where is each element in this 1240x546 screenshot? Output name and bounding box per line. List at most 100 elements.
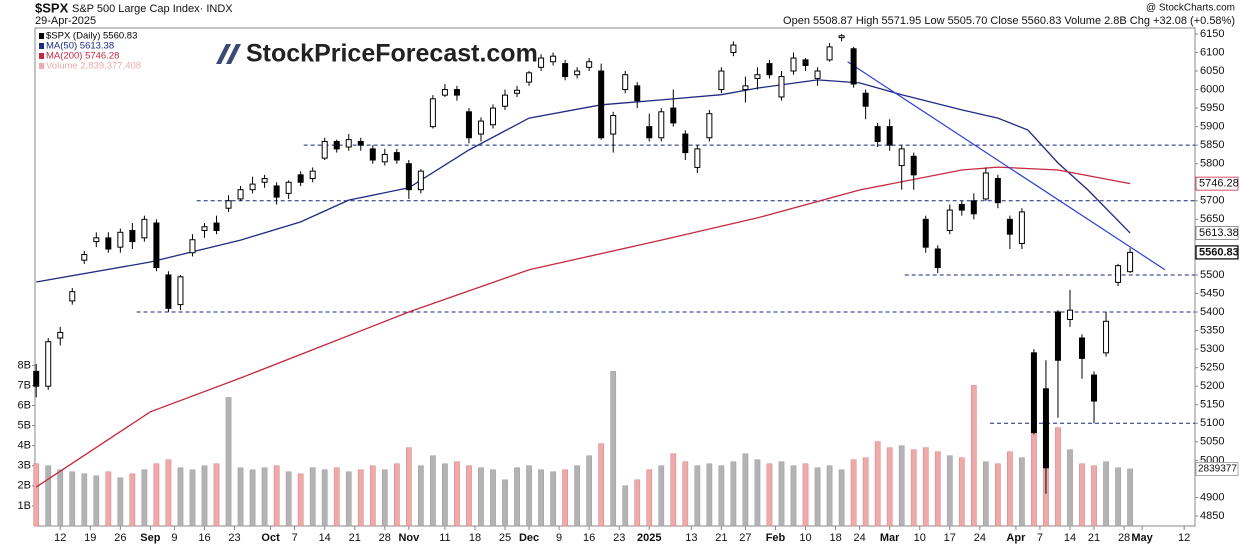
candle-body <box>922 218 929 248</box>
candle-body <box>706 113 713 139</box>
candle-body <box>213 222 220 231</box>
volume-bar <box>369 465 376 527</box>
x-tick-label: 23 <box>228 532 240 544</box>
candle-body <box>598 70 605 139</box>
symbol: $SPX <box>35 0 69 15</box>
candle-body <box>249 183 256 191</box>
candle-body <box>958 204 965 211</box>
volume-bar <box>249 469 256 527</box>
volume-marker-box <box>1195 462 1239 476</box>
volume-bar <box>33 463 40 527</box>
volume-bar <box>285 471 292 527</box>
x-tick-label: Nov <box>398 532 420 544</box>
y-tick-label: 5500 <box>1200 269 1224 281</box>
candle-body <box>574 70 581 76</box>
y-tick-label: 6050 <box>1200 65 1224 77</box>
y-tick-label: 5950 <box>1200 102 1224 114</box>
candle-body <box>850 48 857 85</box>
volume-bar <box>490 469 496 527</box>
price-marker-label: 5560.83 <box>1199 246 1239 258</box>
volume-bar <box>538 469 544 527</box>
y-tick-label: 5400 <box>1200 306 1224 318</box>
candle-body <box>658 111 665 139</box>
x-tick-label: 25 <box>499 532 511 544</box>
price-marker-label: 5746.28 <box>1199 178 1239 190</box>
volume-tick-label: 7B <box>18 379 31 391</box>
volume-bar <box>586 455 593 527</box>
candle-body <box>237 189 244 200</box>
candle-body <box>93 237 100 243</box>
logo: StockPriceForecast.com <box>216 40 538 68</box>
volume-bar <box>646 469 653 527</box>
volume-bar <box>874 441 881 527</box>
volume-bar <box>1115 467 1121 527</box>
y-tick-label: 5450 <box>1200 287 1224 299</box>
volume-bar <box>958 457 965 527</box>
candle-body <box>345 139 352 148</box>
candle-body <box>1066 309 1073 320</box>
quote: Open 5508.87 High 5571.95 Low 5505.70 Cl… <box>783 15 1235 27</box>
legend-swatch <box>39 33 44 39</box>
y-tick-label: 6100 <box>1200 46 1224 58</box>
price-marker-label: 5613.38 <box>1199 227 1239 239</box>
candle-body <box>886 126 893 146</box>
candle-body <box>1006 218 1013 235</box>
x-tick-label: Apr <box>1006 532 1026 544</box>
candle-body <box>465 111 472 139</box>
volume-bar <box>1055 427 1061 527</box>
volume-bar <box>430 455 436 527</box>
candle-body <box>117 231 124 248</box>
x-tick-label: 16 <box>583 532 595 544</box>
candle-body <box>634 85 641 102</box>
volume-bar <box>598 443 605 527</box>
volume-tick-label: 1B <box>18 500 31 512</box>
x-tick-label: 13 <box>685 532 697 544</box>
x-tick-label: 14 <box>1064 532 1076 544</box>
volume-tick-label: 8B <box>18 359 31 371</box>
candle-body <box>105 237 112 250</box>
y-tick-label: 5150 <box>1200 399 1224 411</box>
candle-body <box>1127 251 1134 273</box>
candle-body <box>357 140 364 146</box>
candle-body <box>57 331 64 339</box>
volume-bar <box>213 463 220 527</box>
x-tick-label: 18 <box>469 532 481 544</box>
x-tick-label: 7 <box>1037 532 1043 544</box>
moving-average <box>36 79 1131 283</box>
candle-body <box>1115 265 1122 283</box>
candle-body <box>1091 374 1098 402</box>
volume-bar <box>754 459 761 527</box>
x-tick-label: 24 <box>853 532 865 544</box>
candle-body <box>1103 320 1110 354</box>
candle-body <box>718 70 725 91</box>
volume-bar <box>105 471 112 527</box>
candle-body <box>189 239 196 254</box>
x-tick-label: 26 <box>114 532 126 544</box>
volume-bar <box>478 467 484 527</box>
volume-bar <box>1019 457 1025 527</box>
y-tick-label: 5800 <box>1200 158 1224 170</box>
candle-body <box>970 200 977 215</box>
volume-bar <box>273 465 280 527</box>
x-tick-label: 11 <box>439 532 450 544</box>
y-tick-label: 4850 <box>1200 510 1224 522</box>
y-tick-label: 4900 <box>1200 491 1224 503</box>
candle-body <box>33 370 40 387</box>
volume-bar <box>718 465 725 527</box>
candle-body <box>802 59 809 66</box>
x-tick-label: 19 <box>84 532 96 544</box>
candle-body <box>417 170 424 191</box>
candle-body <box>405 163 412 191</box>
volume-bar <box>730 461 737 527</box>
x-tick-label: 7 <box>292 532 298 544</box>
volume-bar <box>826 465 833 527</box>
volume-bar <box>898 445 905 527</box>
volume-bar <box>466 465 472 527</box>
candle-body <box>910 155 917 176</box>
candle-body <box>321 140 328 159</box>
volume-bar <box>261 467 268 527</box>
candle-body <box>477 120 484 135</box>
volume-bar <box>886 447 893 527</box>
y-tick-label: 6000 <box>1200 83 1224 95</box>
volume-bar <box>1127 468 1133 527</box>
